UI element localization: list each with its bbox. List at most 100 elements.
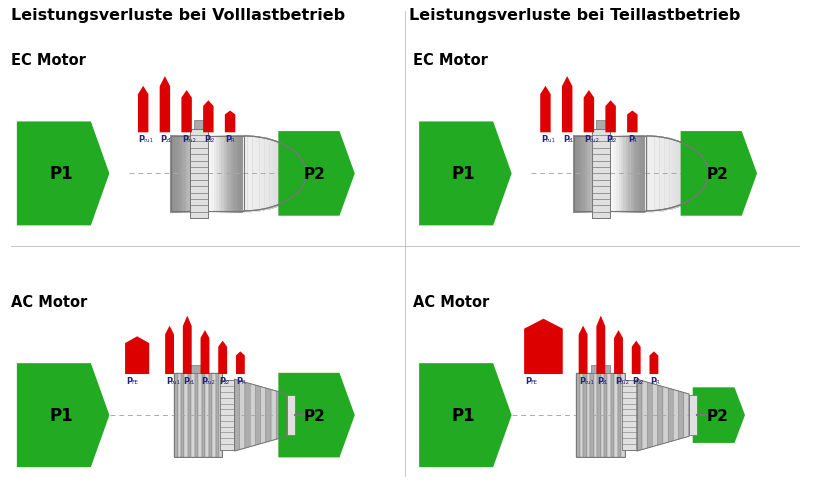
Polygon shape (225, 111, 235, 133)
Text: EC Motor: EC Motor (11, 53, 86, 68)
Bar (191, 373, 195, 457)
Bar (215, 373, 219, 457)
Text: P2: P2 (304, 166, 326, 182)
Bar (597, 373, 601, 457)
Text: z2: z2 (209, 138, 215, 143)
Text: P: P (541, 135, 547, 144)
Bar (577, 373, 625, 457)
Bar (618, 373, 621, 457)
Bar (610, 373, 615, 457)
Text: P1: P1 (452, 165, 475, 183)
Polygon shape (16, 364, 110, 467)
Text: z2: z2 (638, 379, 644, 384)
Polygon shape (663, 387, 668, 444)
Bar (209, 373, 212, 457)
Bar (601, 373, 604, 457)
Text: P: P (563, 135, 569, 144)
Text: z2: z2 (611, 138, 617, 143)
Bar (205, 373, 209, 457)
Bar (591, 366, 610, 373)
Polygon shape (182, 91, 192, 133)
Text: R: R (655, 379, 659, 384)
Polygon shape (219, 341, 227, 374)
Polygon shape (668, 388, 673, 442)
Text: P1: P1 (50, 165, 73, 183)
Text: P: P (584, 135, 591, 144)
Text: P: P (201, 376, 207, 385)
Bar (202, 373, 205, 457)
Text: P: P (615, 376, 621, 385)
Text: P: P (139, 135, 145, 144)
Polygon shape (183, 316, 191, 374)
Text: P1: P1 (50, 407, 73, 424)
Text: z1: z1 (602, 379, 608, 384)
Bar (689, 395, 697, 435)
Text: P1: P1 (452, 407, 475, 424)
Text: cu2: cu2 (187, 138, 197, 143)
Polygon shape (540, 86, 550, 133)
Text: P: P (650, 376, 657, 385)
Polygon shape (165, 326, 174, 374)
Polygon shape (250, 384, 256, 447)
Polygon shape (278, 373, 355, 457)
Bar (594, 373, 597, 457)
Text: P: P (597, 376, 603, 385)
Bar (577, 373, 580, 457)
Polygon shape (649, 352, 658, 374)
Polygon shape (673, 390, 679, 441)
Polygon shape (234, 379, 240, 451)
Polygon shape (642, 381, 648, 449)
Polygon shape (606, 101, 615, 133)
Polygon shape (637, 379, 642, 451)
Polygon shape (684, 393, 689, 438)
Bar (580, 373, 583, 457)
Text: P: P (237, 376, 243, 385)
Polygon shape (281, 393, 287, 438)
Text: cu1: cu1 (144, 138, 153, 143)
Text: P: P (628, 135, 634, 144)
Polygon shape (244, 137, 306, 211)
Text: P: P (127, 376, 133, 385)
Bar (174, 373, 223, 457)
Polygon shape (125, 337, 149, 374)
Text: R: R (633, 138, 637, 143)
Text: Leistungsverluste bei Volllastbetrieb: Leistungsverluste bei Volllastbetrieb (11, 8, 345, 22)
Polygon shape (693, 387, 745, 443)
Bar (287, 395, 295, 435)
Bar (219, 373, 223, 457)
Polygon shape (632, 341, 641, 374)
Bar (621, 373, 625, 457)
Polygon shape (261, 387, 266, 444)
Text: z1: z1 (165, 138, 172, 143)
Text: P2: P2 (706, 166, 728, 182)
Bar (177, 373, 181, 457)
Text: cu2: cu2 (620, 379, 629, 384)
Bar (174, 373, 177, 457)
Bar (590, 373, 594, 457)
Text: P: P (219, 376, 225, 385)
Polygon shape (271, 390, 276, 441)
Bar (596, 121, 606, 129)
Text: AC Motor: AC Motor (413, 294, 489, 309)
Bar (194, 121, 204, 129)
Bar (622, 381, 637, 450)
Polygon shape (419, 364, 512, 467)
Polygon shape (681, 132, 757, 216)
Text: P2: P2 (304, 408, 326, 423)
Text: cu1: cu1 (546, 138, 556, 143)
Polygon shape (648, 382, 653, 448)
Text: cu2: cu2 (589, 138, 599, 143)
Text: z1: z1 (188, 379, 195, 384)
Bar (198, 373, 202, 457)
Text: Leistungsverluste bei Teillastbetrieb: Leistungsverluste bei Teillastbetrieb (409, 8, 741, 22)
Polygon shape (160, 77, 170, 133)
Bar (604, 373, 607, 457)
Bar (195, 373, 198, 457)
Text: EC Motor: EC Motor (413, 53, 488, 68)
Text: P: P (166, 376, 172, 385)
Text: FE: FE (131, 379, 139, 384)
Bar (220, 381, 234, 450)
Polygon shape (578, 326, 587, 374)
Text: P2: P2 (707, 408, 728, 423)
Text: P: P (226, 135, 232, 144)
